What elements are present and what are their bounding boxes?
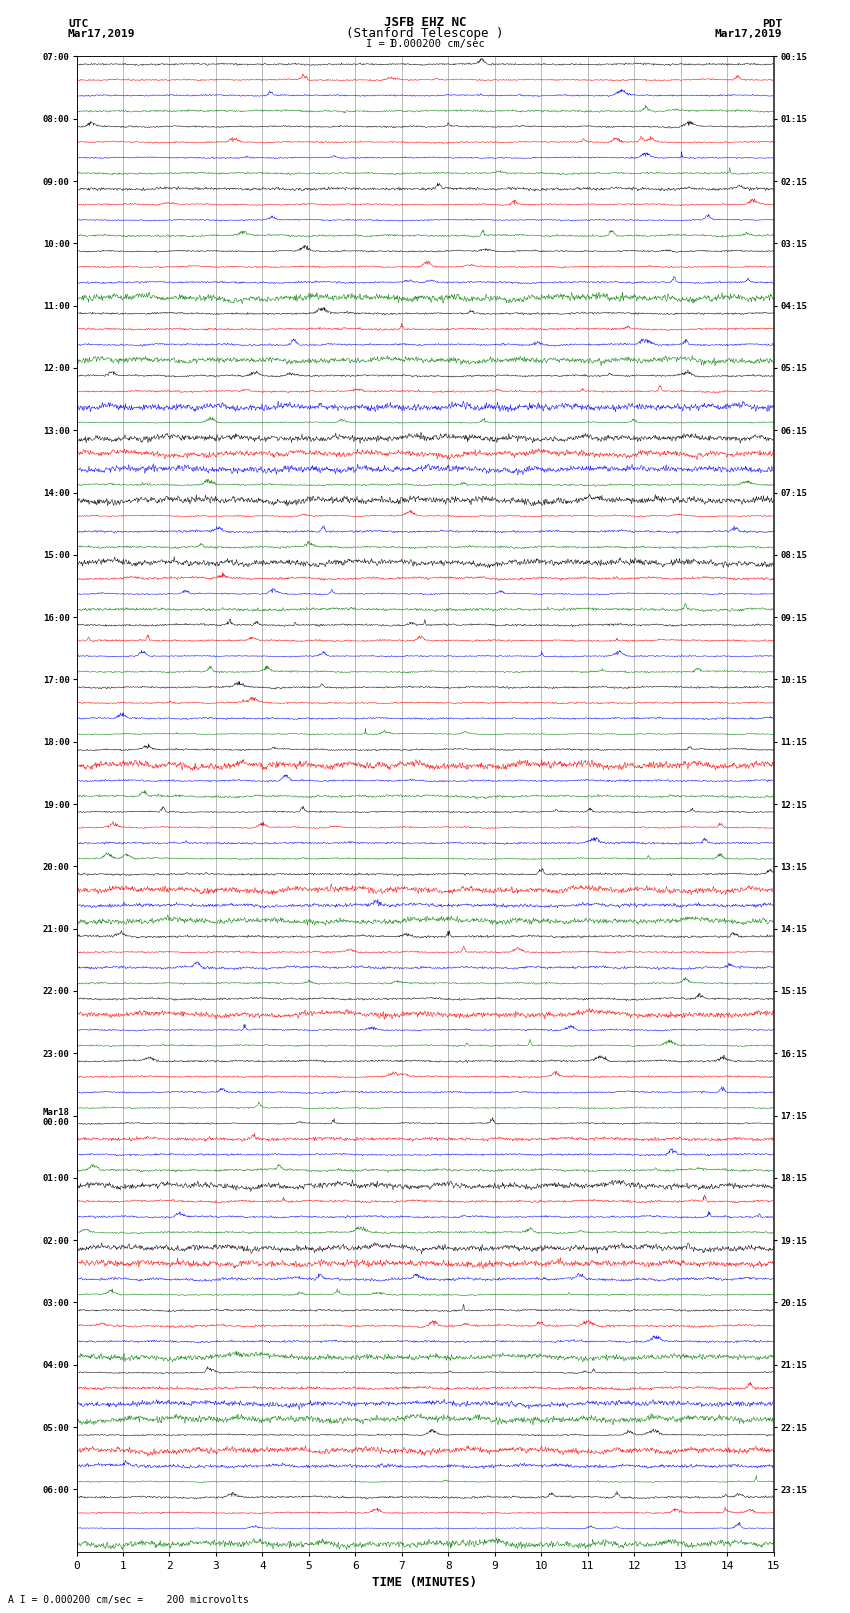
Text: JSFB EHZ NC: JSFB EHZ NC [383,16,467,29]
Text: UTC: UTC [68,19,88,29]
Text: Mar17,2019: Mar17,2019 [715,29,782,39]
Text: PDT: PDT [762,19,782,29]
Text: I: I [389,39,396,48]
X-axis label: TIME (MINUTES): TIME (MINUTES) [372,1576,478,1589]
Text: Mar17,2019: Mar17,2019 [68,29,135,39]
Text: (Stanford Telescope ): (Stanford Telescope ) [346,27,504,40]
Text: A I = 0.000200 cm/sec =    200 microvolts: A I = 0.000200 cm/sec = 200 microvolts [8,1595,249,1605]
Text: I = 0.000200 cm/sec: I = 0.000200 cm/sec [366,39,484,48]
